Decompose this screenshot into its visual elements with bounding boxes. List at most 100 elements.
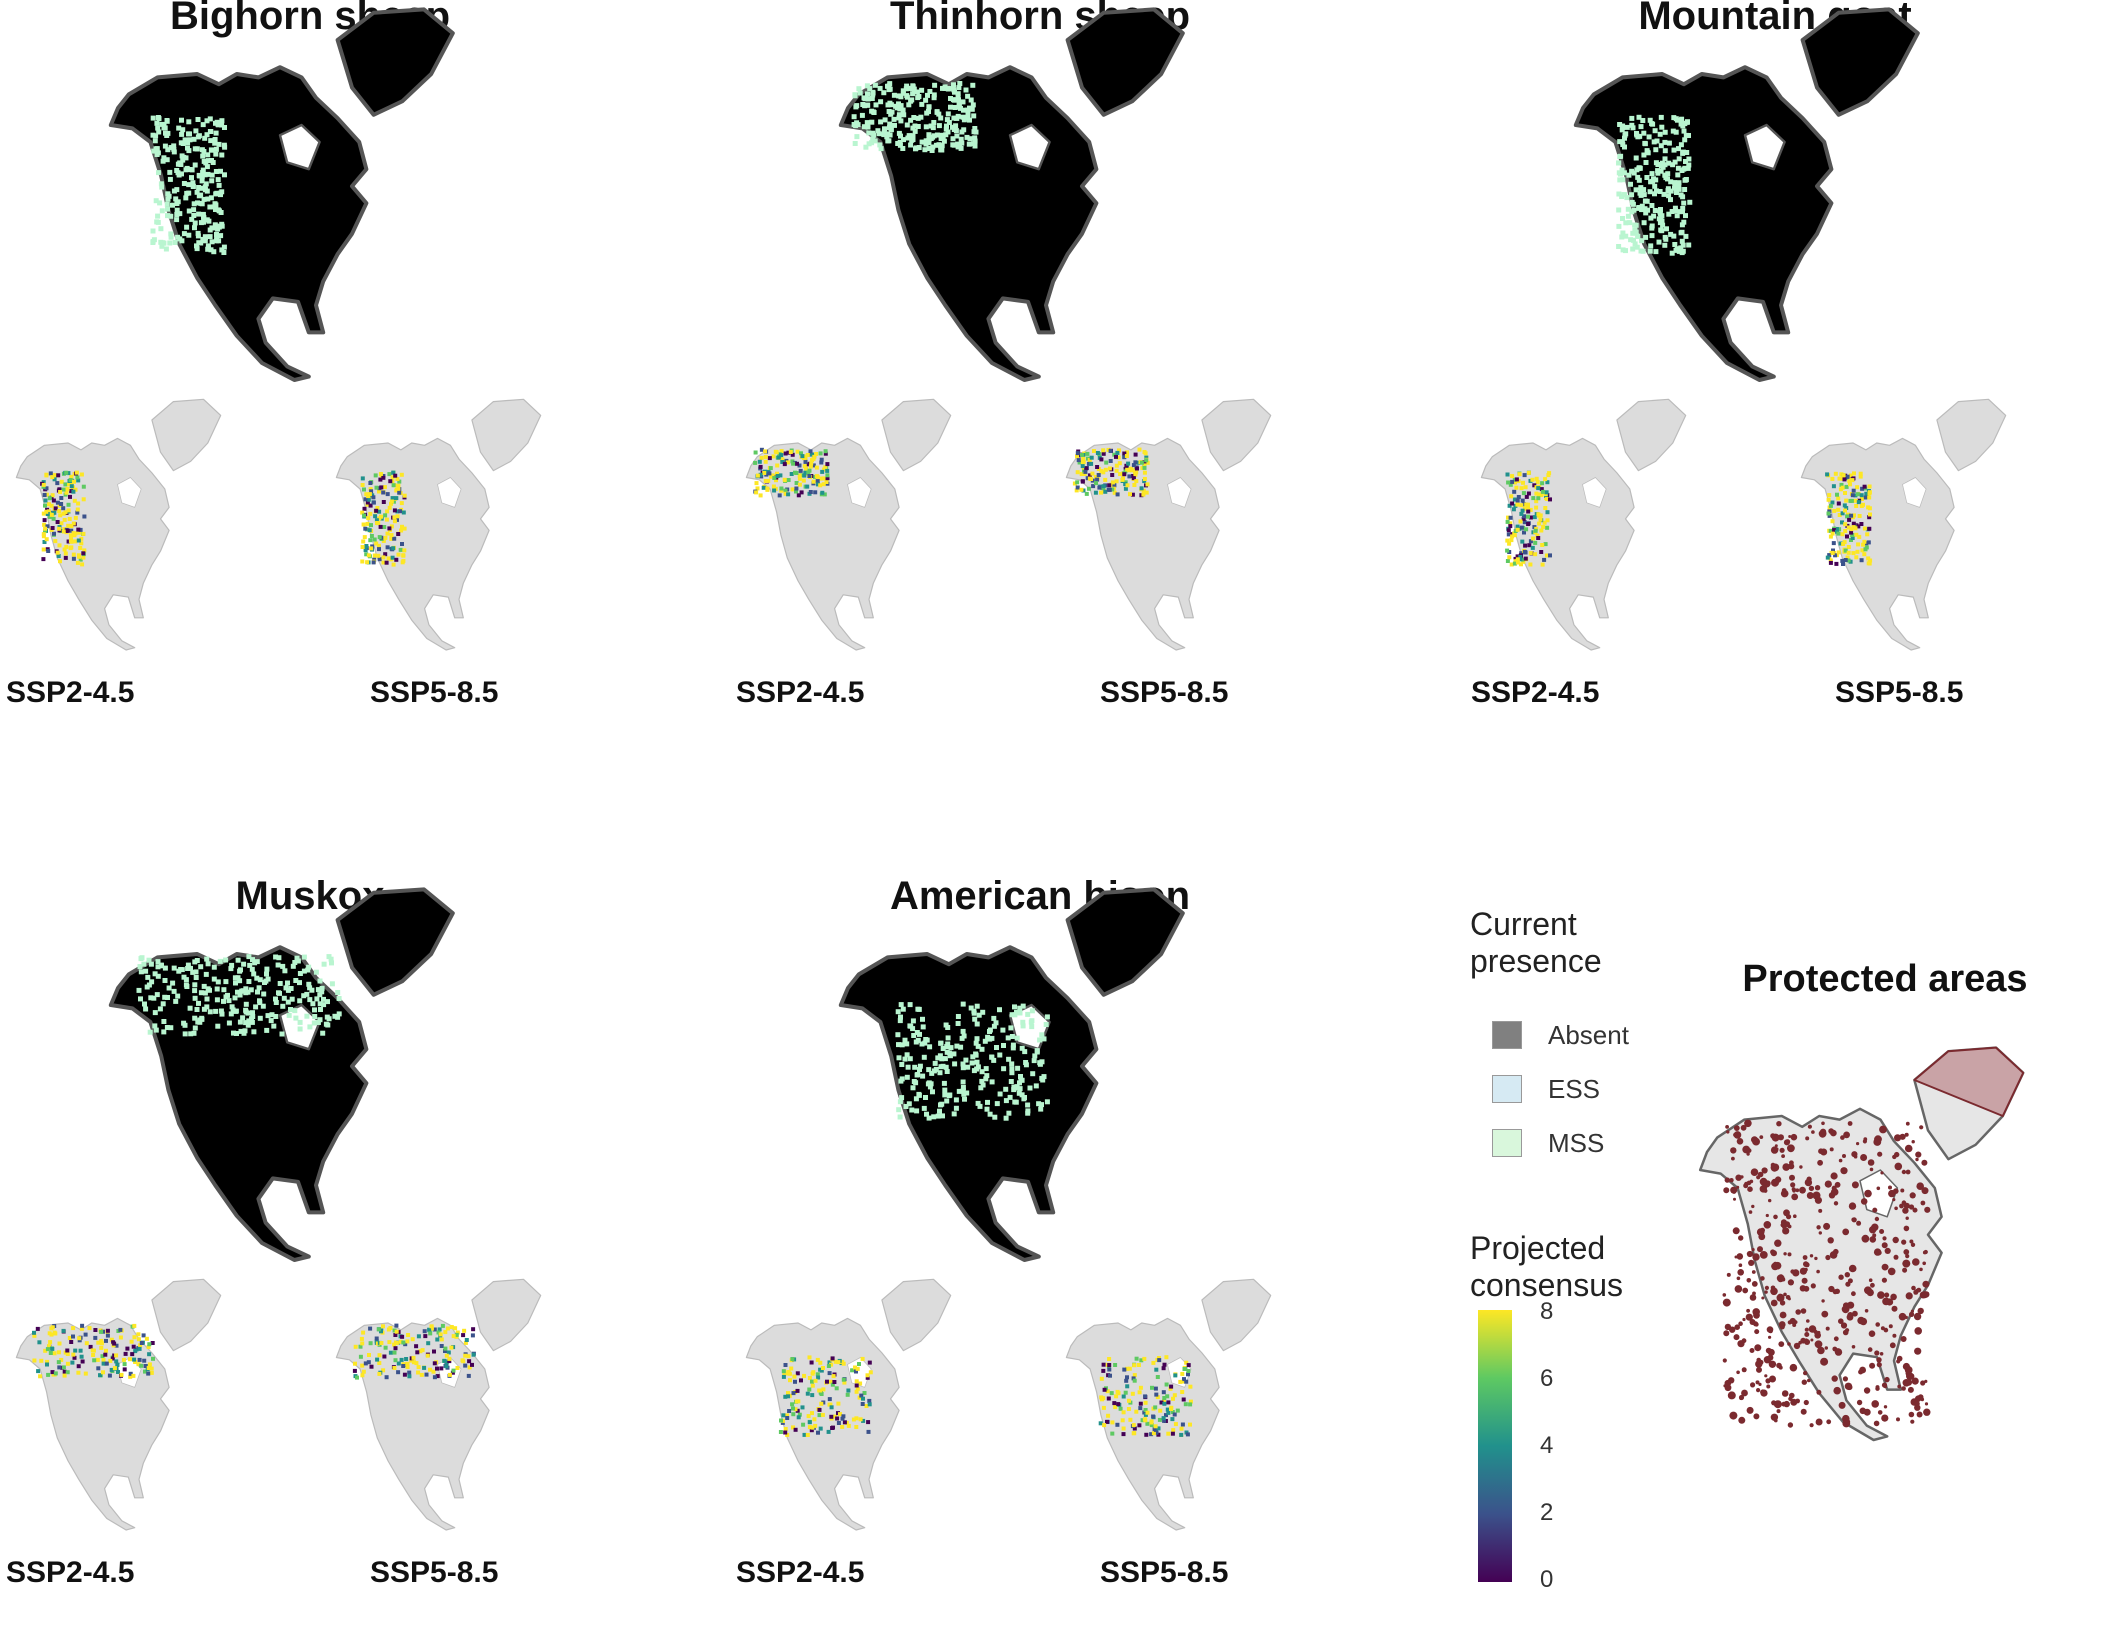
range-cell <box>961 107 966 113</box>
range-cell <box>44 509 49 514</box>
range-cell <box>1654 138 1660 144</box>
range-cell <box>795 449 800 454</box>
scenario-label-left: SSP2-4.5 <box>736 676 865 709</box>
protected-area <box>1884 1247 1891 1254</box>
range-cell <box>812 454 817 459</box>
protected-area <box>1806 1319 1810 1323</box>
protected-area <box>1884 1292 1890 1298</box>
protected-area <box>1884 1376 1890 1383</box>
range-cell <box>915 124 921 129</box>
protected-area <box>1868 1330 1876 1337</box>
range-cell <box>382 525 387 529</box>
range-cell <box>200 153 206 159</box>
range-cell <box>53 1371 58 1376</box>
range-cell <box>212 140 218 146</box>
range-cell <box>255 989 260 995</box>
protected-area <box>1753 1321 1759 1327</box>
protected-area <box>1725 1125 1729 1129</box>
range-cell <box>1130 492 1135 497</box>
range-cell <box>961 1091 967 1097</box>
range-cell <box>153 146 159 152</box>
range-cell <box>1634 167 1640 173</box>
protected-area <box>1742 1317 1746 1322</box>
protected-area <box>1913 1400 1920 1407</box>
protected-areas-title: Protected areas <box>1742 958 2028 1000</box>
range-cell <box>1095 451 1100 455</box>
range-cell <box>1627 220 1633 226</box>
range-cell <box>143 968 149 974</box>
range-cell <box>797 463 802 468</box>
range-cell <box>898 118 904 124</box>
range-cell <box>1850 493 1855 498</box>
protected-area <box>1759 1135 1764 1139</box>
range-cell <box>936 123 942 129</box>
range-cell <box>422 1329 427 1334</box>
range-cell <box>395 477 400 481</box>
range-cell <box>186 232 192 238</box>
range-cell <box>1023 1060 1029 1065</box>
range-cell <box>802 464 807 469</box>
range-cell <box>803 470 808 475</box>
range-cell <box>803 459 808 464</box>
protected-area <box>1803 1399 1809 1406</box>
range-cell <box>388 1326 393 1330</box>
range-cell <box>419 1372 424 1377</box>
range-cell <box>182 1031 188 1037</box>
protected-area <box>1842 1376 1848 1382</box>
range-cell <box>213 191 219 197</box>
range-cell <box>1850 498 1855 503</box>
range-cell <box>1123 1390 1128 1395</box>
range-cell <box>764 472 769 477</box>
protected-area <box>1728 1377 1735 1384</box>
range-cell <box>1631 237 1636 243</box>
range-cell <box>232 975 238 981</box>
range-cell <box>1528 507 1533 512</box>
range-cell <box>1670 128 1676 134</box>
range-cell <box>392 1366 397 1370</box>
range-cell <box>865 102 871 108</box>
range-cell <box>1103 467 1108 472</box>
range-cell <box>1671 233 1677 239</box>
range-cell <box>1640 248 1646 254</box>
range-cell <box>786 492 791 497</box>
range-cell <box>938 1040 944 1046</box>
range-cell <box>786 1370 791 1374</box>
protected-map-mainland <box>1698 1107 1943 1442</box>
range-cell <box>187 167 193 172</box>
range-cell <box>1828 560 1833 565</box>
range-cell <box>818 451 823 456</box>
range-cell <box>1171 1396 1175 1401</box>
range-cell <box>1138 1406 1143 1411</box>
range-cell <box>445 1326 450 1331</box>
range-cell <box>965 1064 971 1070</box>
protected-area <box>1916 1287 1922 1293</box>
range-cell <box>335 1014 341 1020</box>
range-cell <box>1857 534 1862 539</box>
range-cell <box>1133 470 1137 475</box>
range-cell <box>1843 548 1848 553</box>
range-cell <box>1101 1405 1106 1410</box>
range-cell <box>147 1342 152 1347</box>
protected-area <box>1801 1277 1808 1284</box>
range-cell <box>147 1362 152 1367</box>
range-cell <box>48 471 53 476</box>
protected-area <box>1777 1134 1784 1141</box>
range-cell <box>158 181 164 187</box>
range-cell <box>63 1350 68 1355</box>
range-cell <box>768 466 773 471</box>
range-cell <box>1018 1074 1023 1079</box>
range-cell <box>766 478 771 483</box>
range-cell <box>1142 470 1147 475</box>
range-cell <box>1136 460 1141 465</box>
range-cell <box>977 1103 983 1109</box>
range-cell <box>1647 189 1653 195</box>
range-cell <box>1662 129 1668 135</box>
range-cell <box>358 1344 363 1349</box>
current-map-mainland <box>108 65 369 382</box>
range-cell <box>1166 1410 1171 1415</box>
range-cell <box>1626 172 1632 178</box>
protected-area <box>1749 1294 1757 1301</box>
range-cell <box>794 481 799 485</box>
protected-area <box>1768 1328 1773 1334</box>
range-cell <box>825 473 830 478</box>
